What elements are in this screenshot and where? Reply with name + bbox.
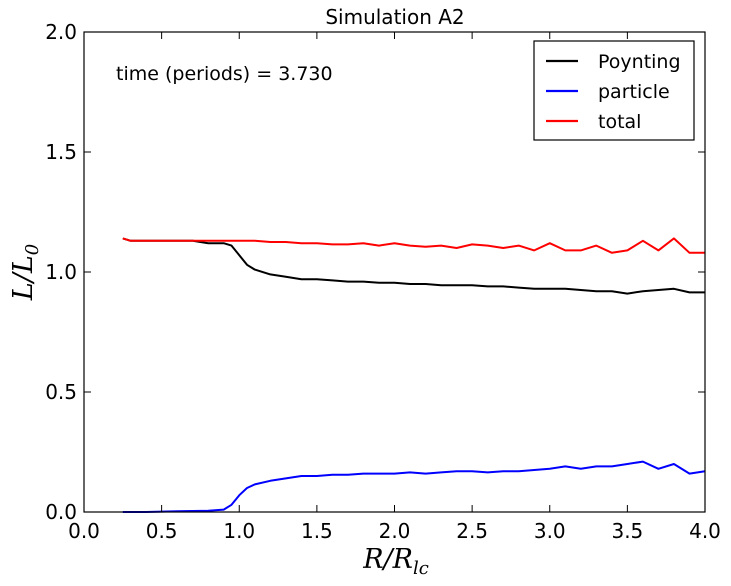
y-axis-label: L/L0: [8, 244, 43, 301]
x-tick-label: 3.0: [534, 519, 566, 543]
time-annotation: time (periods) = 3.730: [116, 63, 333, 85]
legend: Poynting particle total: [533, 40, 695, 141]
y-tick-label: 1.0: [45, 260, 77, 284]
plot-lines: [122, 237, 706, 513]
x-tick-label: 0.0: [68, 519, 100, 543]
legend-label-particle: particle: [598, 81, 670, 103]
series-line-total: [122, 237, 705, 254]
legend-label-poynting: Poynting: [598, 51, 681, 73]
y-tick-label: 2.0: [45, 20, 77, 44]
series-line-poynting: [122, 237, 705, 295]
y-tick-label: 0.5: [45, 380, 77, 404]
y-axis-label-sub: 0: [22, 244, 43, 255]
legend-label-total: total: [598, 111, 641, 133]
series-line-particle: [122, 460, 706, 513]
y-tick-label: 1.5: [45, 140, 77, 164]
x-tick-label: 0.5: [146, 519, 178, 543]
axis-tick-labels: 0.0 0.5 1.0 1.5 2.0 2.5 3.0 3.5 4.0 0.0 0.5 1.0 1.5 2…: [45, 20, 721, 543]
x-tick-label: 2.0: [379, 519, 411, 543]
x-axis-label: R/Rlc: [362, 544, 429, 579]
axis-ticks: [83, 31, 706, 513]
x-tick-label: 1.0: [223, 519, 255, 543]
x-tick-label: 4.0: [689, 519, 721, 543]
y-tick-label: 0.0: [45, 500, 77, 524]
x-axis-label-main: R/R: [362, 544, 413, 575]
chart-title: Simulation A2: [325, 5, 464, 29]
x-tick-label: 3.5: [611, 519, 643, 543]
y-axis-label-main: L/L: [8, 255, 39, 301]
x-tick-label: 1.5: [301, 519, 333, 543]
x-axis-label-sub: lc: [413, 558, 429, 579]
x-tick-label: 2.5: [456, 519, 488, 543]
